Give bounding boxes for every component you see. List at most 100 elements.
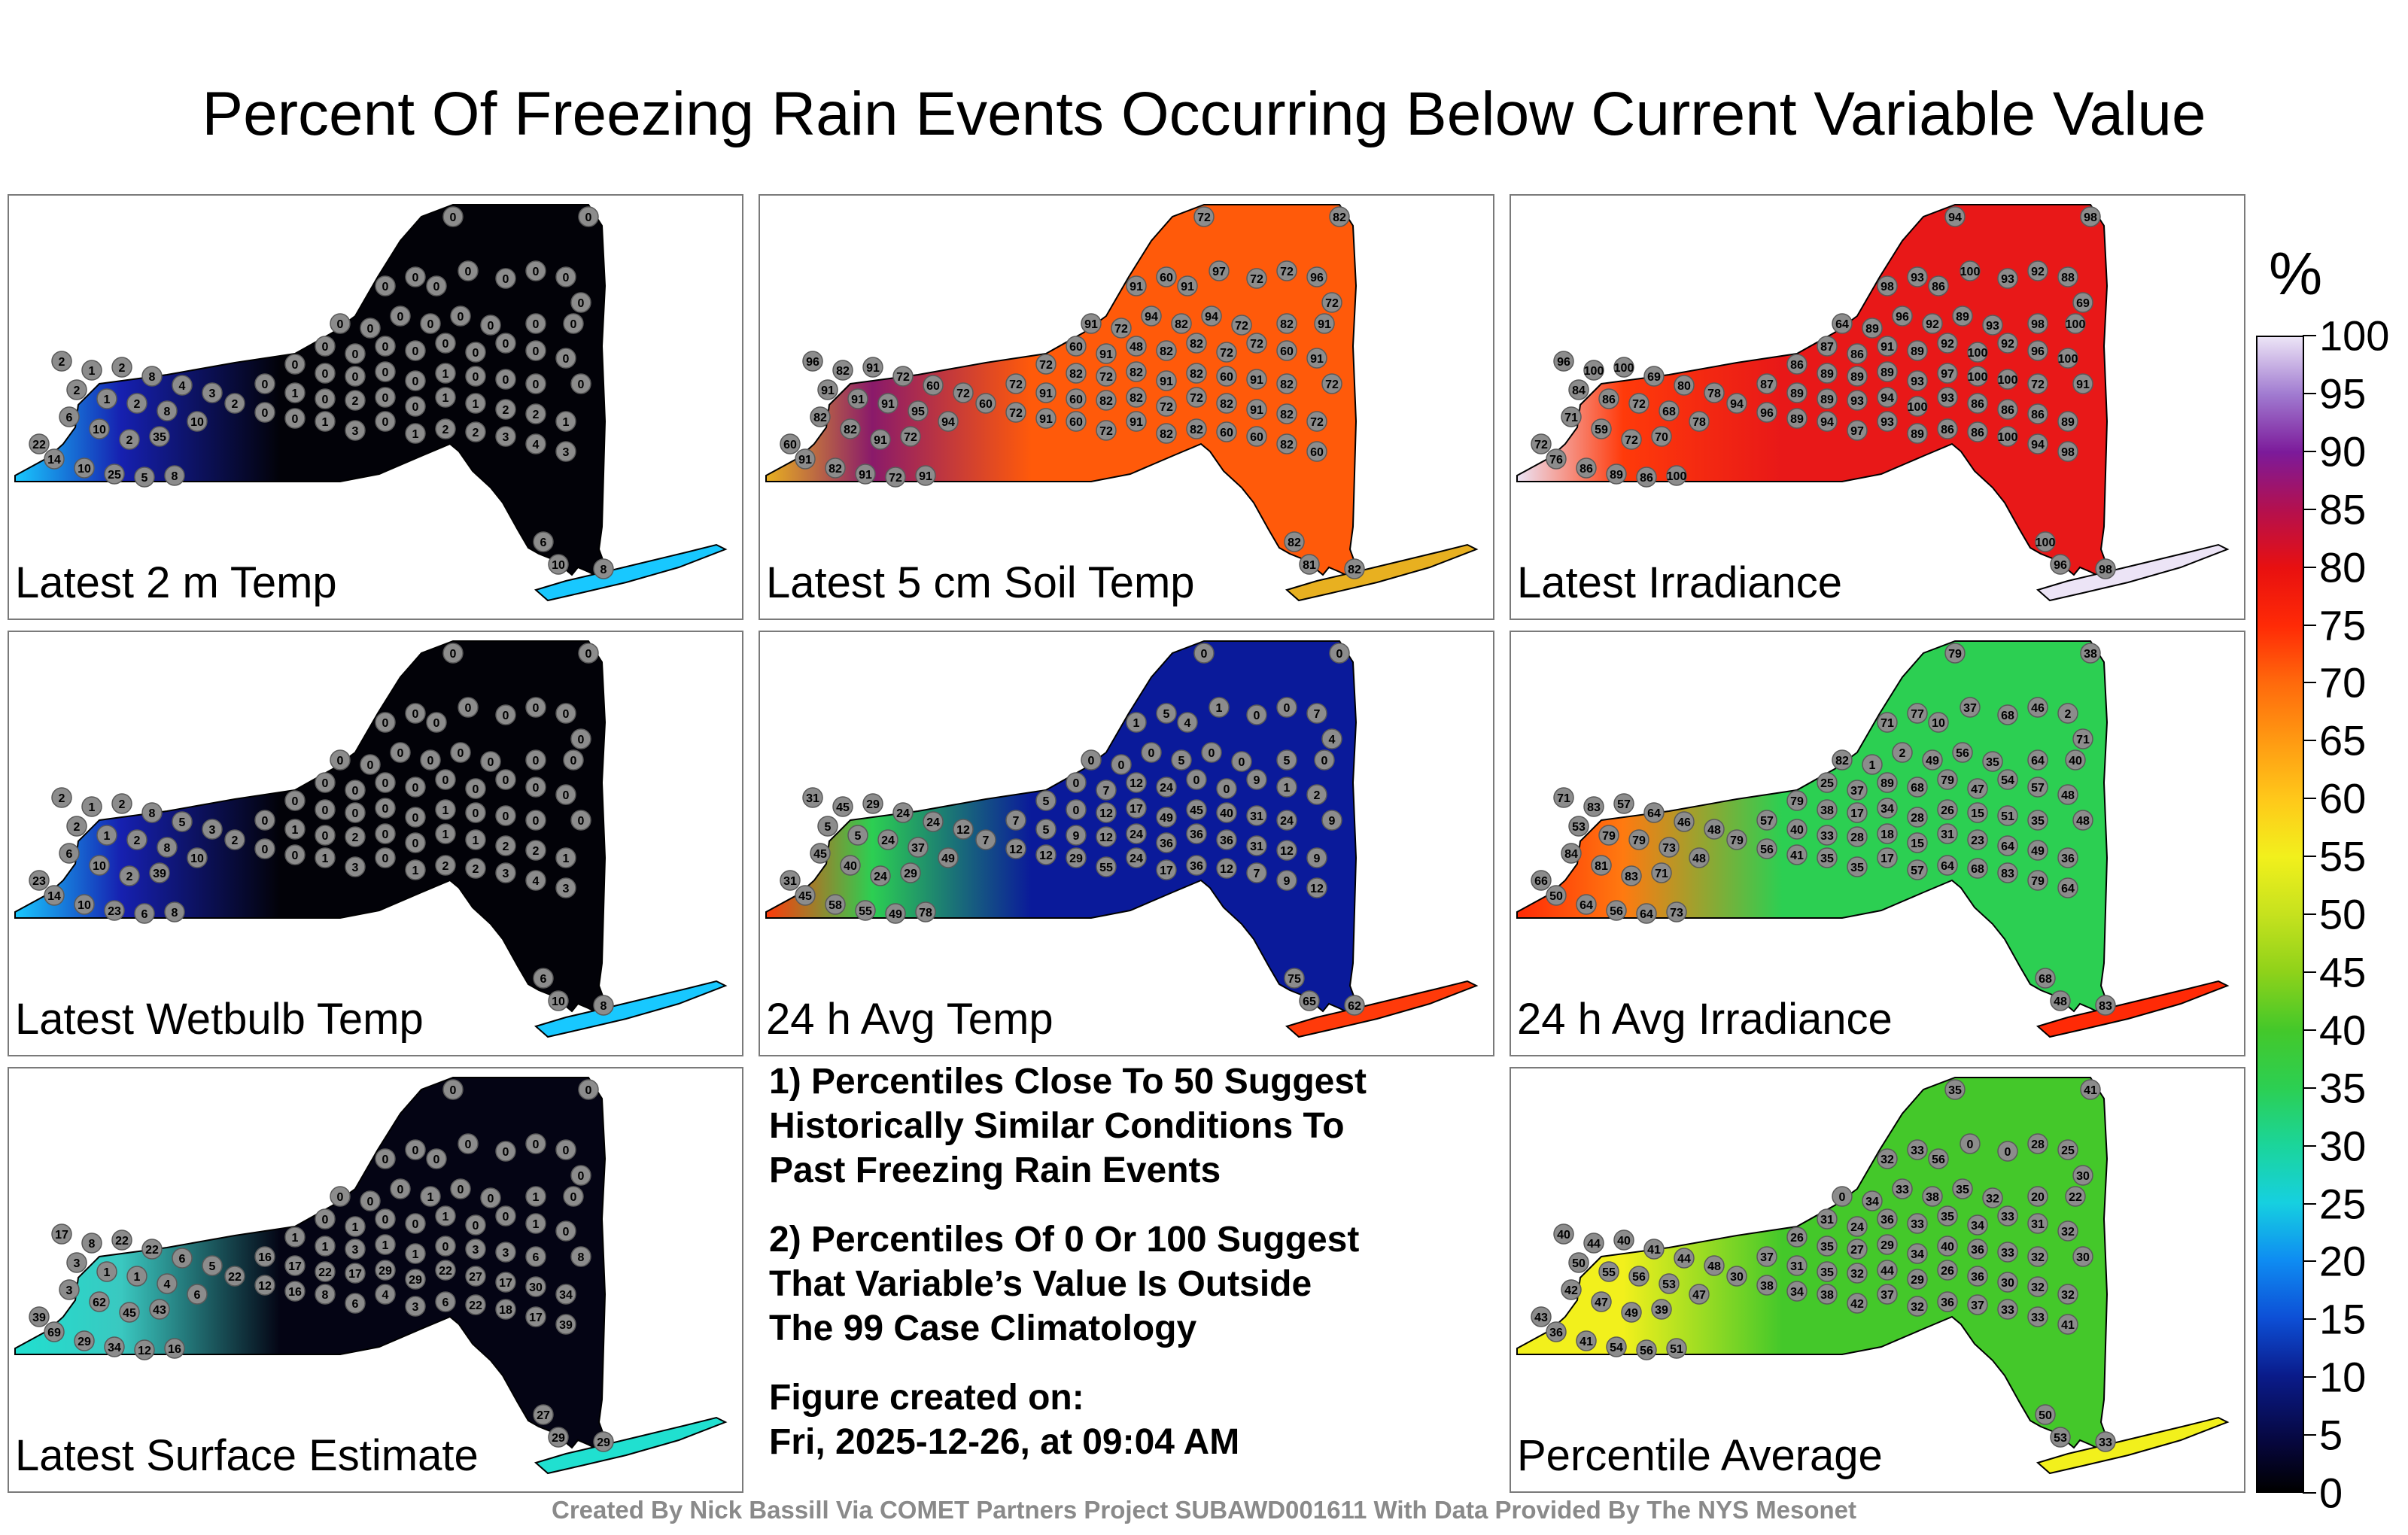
station-marker: 0 [435,1236,456,1257]
station-marker: 3 [495,862,516,883]
station-marker: 1 [420,1186,441,1207]
station-marker: 24 [1126,823,1147,844]
station-marker: 1 [375,1234,396,1255]
station-value: 72 [889,472,902,485]
station-value: 9 [1329,815,1336,828]
station-value: 44 [1880,1265,1894,1278]
station-value: 0 [503,710,509,722]
station-value: 86 [1640,472,1653,485]
station-marker: 89 [1877,772,1898,793]
station-marker: 71 [2072,728,2093,749]
station-marker: 43 [149,1299,170,1320]
station-value: 10 [93,424,106,436]
colorbar-tick-label: 20 [2319,1237,2367,1285]
station-marker: 53 [2050,1427,2071,1448]
station-marker: 0 [495,268,516,289]
station-value: 58 [829,899,842,912]
station-marker: 84 [1561,843,1582,864]
station-marker: 6 [525,1246,546,1267]
colorbar-tick-label: 5 [2319,1411,2343,1459]
station-value: 48 [1692,853,1706,865]
station-marker: 82 [1216,393,1237,414]
station-value: 38 [1820,1289,1834,1302]
station-value: 91 [851,394,865,406]
station-marker: 100 [1967,366,1988,387]
station-value: 35 [1820,1266,1834,1279]
station-value: 0 [473,347,479,360]
station-value: 86 [1941,424,1954,436]
station-marker: 72 [892,366,914,387]
station-value: 48 [2054,995,2067,1008]
station-marker: 0 [254,402,275,423]
station-marker: 38 [1817,1284,1838,1305]
station-marker: 0 [495,1141,516,1162]
station-marker: 72 [1321,292,1342,313]
station-value: 83 [2099,1000,2112,1013]
station-value: 89 [1610,469,1623,482]
station-marker: 25 [104,464,125,485]
station-value: 42 [1564,1284,1578,1297]
station-value: 91 [919,470,932,483]
station-value: 1 [352,1221,359,1234]
station-value: 98 [2084,211,2097,224]
station-marker: 60 [1156,266,1177,287]
station-value: 24 [1280,815,1294,828]
station-marker: 92 [2027,260,2048,281]
station-value: 0 [578,734,585,746]
station-marker: 29 [1907,1269,1928,1290]
station-marker: 3 [345,856,366,877]
station-value: 8 [149,371,156,384]
station-value: 0 [322,341,329,354]
station-marker: 82 [1156,340,1177,361]
station-value: 4 [533,875,540,888]
colorbar-tick [2303,740,2316,742]
station-marker: 12 [953,819,974,840]
station-marker: 81 [1299,554,1320,575]
station-marker: 0 [1960,1133,1981,1154]
station-marker: 50 [1568,1252,1589,1273]
station-marker: 34 [1786,1281,1808,1302]
station-marker: 45 [832,796,853,817]
station-value: 26 [1941,1265,1954,1278]
station-marker: 56 [1628,1266,1649,1287]
station-value: 94 [941,416,955,429]
station-value: 82 [1130,392,1143,405]
panel-label: 24 h Avg Irradiance [1517,995,1893,1044]
note-line: 2) Percentiles Of 0 Or 100 Suggest [769,1220,1360,1260]
station-marker: 0 [555,703,576,724]
station-marker: 46 [1674,811,1695,832]
station-marker: 28 [2027,1133,2048,1154]
station-value: 12 [1220,863,1233,876]
station-marker: 22 [2065,1186,2086,1207]
station-marker: 17 [1126,798,1147,819]
station-marker: 91 [1126,411,1147,432]
colorbar-tick-label: 30 [2319,1122,2367,1170]
station-marker: 2 [1892,742,1913,763]
station-marker: 83 [1997,862,2018,883]
station-marker: 25 [2057,1139,2078,1160]
station-marker: 26 [1786,1226,1808,1248]
station-marker: 64 [1832,313,1853,334]
station-value: 83 [1587,801,1601,814]
station-marker: 8 [141,802,163,823]
station-value: 86 [1602,394,1616,406]
station-value: 75 [1288,973,1301,986]
station-value: 40 [844,860,857,873]
station-marker: 24 [1276,810,1297,831]
station-marker: 92 [1922,313,1943,334]
station-value: 0 [412,812,419,825]
station-marker: 1 [96,388,117,409]
panel-label: Latest 2 m Temp [15,558,337,607]
station-value: 4 [1184,717,1191,730]
station-value: 32 [1880,1154,1894,1166]
station-marker: 0 [375,1148,396,1169]
station-value: 0 [563,708,570,721]
map-panel-percentile-average: 35 41 32 33 56 0 0 28 25 30 0 34 33 38 35 32 20 22 31 24 36 3… [1510,1067,2245,1493]
station-value: 96 [2054,559,2067,572]
station-marker: 0 [1081,749,1102,771]
station-marker: 0 [555,1139,576,1160]
station-marker: 0 [375,798,396,819]
station-marker: 40 [1553,1223,1574,1245]
station-marker: 0 [405,1139,426,1160]
station-marker: 1 [126,1266,147,1287]
